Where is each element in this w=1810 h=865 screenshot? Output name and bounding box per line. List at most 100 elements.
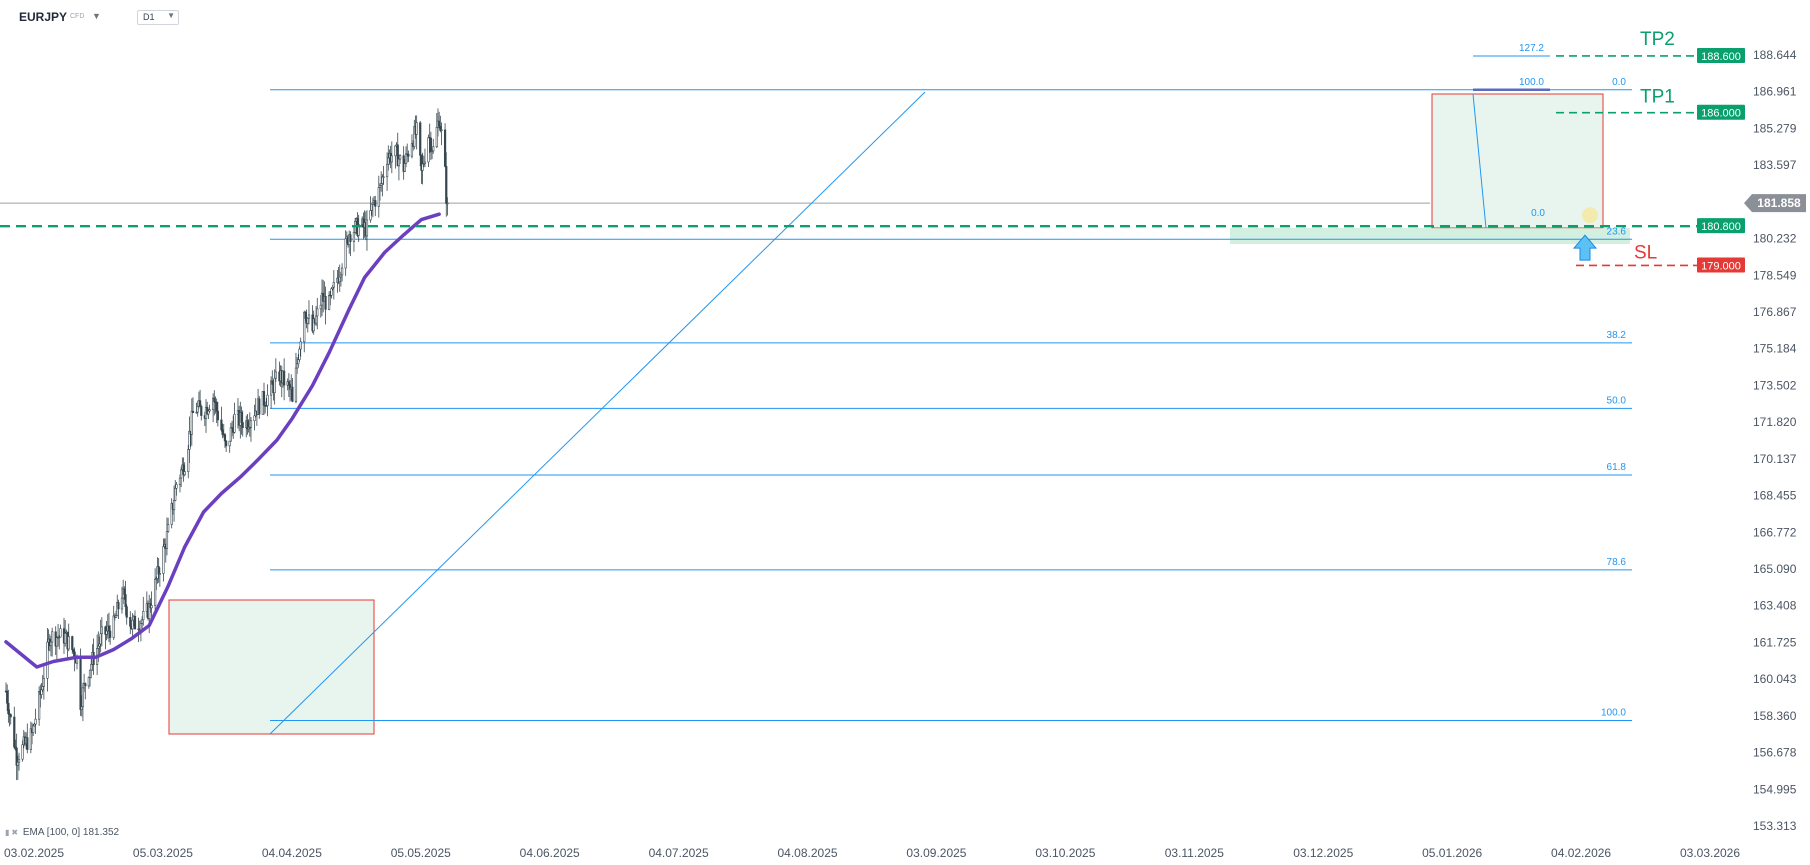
candlestick-series: [4, 108, 449, 781]
candle-body: [100, 626, 103, 635]
candle-body: [207, 410, 210, 415]
candle-body: [287, 381, 290, 385]
timeframe-select[interactable]: D1 ▼: [137, 10, 179, 25]
indicator-legend[interactable]: ▮ ✖ EMA [100, 0] 181.352: [5, 827, 119, 838]
take-profit-1-price-tag-text: 186.000: [1701, 108, 1741, 120]
y-tick-label: 158.360: [1753, 709, 1797, 723]
candle-body: [165, 531, 169, 549]
candle-body: [374, 200, 377, 207]
close-icon[interactable]: ✖: [11, 828, 19, 837]
eye-icon[interactable]: ▮: [5, 828, 10, 837]
candle-body: [84, 683, 87, 687]
candle-body: [215, 402, 218, 412]
candle-body: [225, 440, 228, 447]
candle-body: [198, 400, 202, 407]
fib-level-label: 38.2: [1607, 330, 1627, 341]
candle-body: [307, 314, 311, 319]
candle-body: [387, 157, 390, 165]
candle-body: [172, 500, 176, 510]
candle-body: [64, 632, 67, 644]
fib-trend-line: [1472, 93, 1487, 229]
y-tick-label: 154.995: [1753, 782, 1797, 796]
candle-body: [187, 449, 190, 472]
candle-body: [404, 153, 408, 164]
candle-body: [378, 185, 382, 188]
trade-levels[interactable]: TP2 TP1 SL 188.600 186.000 180.800 179.000: [0, 29, 1745, 273]
y-tick-label: 166.772: [1753, 525, 1797, 539]
candle-body: [370, 203, 373, 211]
caret-down-icon: ▼: [167, 11, 175, 20]
x-tick-label: 04.07.2025: [649, 846, 709, 860]
candle-body: [7, 702, 10, 715]
candle-body: [352, 231, 356, 242]
candle-body: [158, 573, 161, 575]
candle-body: [415, 122, 418, 135]
x-tick-label: 05.01.2026: [1422, 846, 1482, 860]
candle-body: [297, 359, 300, 365]
take-profit-2-price-tag-text: 188.600: [1701, 51, 1741, 63]
take-profit-2-price-tag: [1697, 47, 1745, 63]
y-tick-label: 178.549: [1753, 268, 1797, 282]
long-entry-arrow-icon: [1572, 234, 1598, 261]
candle-body: [324, 296, 327, 310]
candle-body: [58, 636, 61, 639]
timeframe-value: D1: [143, 12, 155, 22]
candle-body: [303, 311, 306, 343]
candle-body: [273, 377, 276, 394]
consolidation-zone-rectangle: [168, 599, 375, 735]
fib-level-label: 78.6: [1607, 557, 1627, 568]
candle-body: [341, 267, 344, 276]
candle-body: [183, 471, 186, 476]
candle-body: [99, 633, 102, 645]
candle-body: [49, 641, 53, 647]
fibonacci-retracement[interactable]: 0.0 23.6 38.2 50.0 61.8 78.6 100.0 100.0 0.0 127.…: [269, 43, 1632, 735]
candle-body: [98, 643, 101, 647]
x-axis[interactable]: 03.02.2025 05.03.2025 04.04.2025 05.05.2025…: [4, 846, 1740, 860]
symbol-name[interactable]: EURJPY: [19, 10, 68, 24]
fib-level-label: 61.8: [1607, 462, 1627, 473]
candle-body: [258, 398, 261, 415]
candle-body: [262, 391, 266, 406]
stop-loss-label: SL: [1634, 242, 1657, 263]
candle-body: [332, 282, 335, 288]
candle-body: [316, 308, 319, 317]
candle-body: [200, 406, 203, 416]
y-tick-label: 185.279: [1753, 121, 1797, 135]
candle-body: [41, 686, 44, 691]
x-tick-label: 03.03.2026: [1680, 846, 1740, 860]
y-axis[interactable]: 188.644 186.961 185.279 183.597 180.232 178.5…: [1744, 48, 1806, 833]
candle-body: [51, 631, 54, 643]
candle-body: [432, 146, 435, 152]
y-tick-label: 186.961: [1753, 85, 1797, 99]
candle-body: [88, 669, 92, 678]
y-tick-label: 176.867: [1753, 305, 1797, 319]
x-tick-label: 03.09.2025: [906, 846, 966, 860]
candle-body: [72, 649, 75, 653]
candle-body: [446, 202, 449, 205]
x-tick-label: 03.02.2025: [4, 846, 64, 860]
y-tick-label: 165.090: [1753, 562, 1797, 576]
candle-body: [180, 469, 183, 479]
candle-body: [445, 166, 448, 204]
candle-body: [298, 348, 301, 360]
candle-body: [220, 419, 223, 431]
candle-body: [71, 636, 74, 650]
candle-body: [17, 758, 21, 763]
caret-down-icon[interactable]: ▼: [92, 11, 101, 21]
candle-body: [133, 616, 137, 630]
fib-level-label: 50.0: [1607, 395, 1627, 406]
x-tick-label: 04.04.2025: [262, 846, 322, 860]
fib-level-label: 23.6: [1607, 226, 1627, 237]
candle-body: [117, 602, 120, 610]
y-tick-label: 183.597: [1753, 158, 1797, 172]
x-tick-label: 04.08.2025: [778, 846, 838, 860]
rectangle-zones: [168, 93, 1630, 735]
candle-body: [330, 288, 333, 296]
candle-body: [385, 163, 389, 178]
candle-body: [403, 163, 406, 172]
candle-body: [327, 294, 331, 310]
candle-body: [175, 484, 178, 489]
candle-body: [314, 315, 318, 324]
candle-body: [131, 619, 134, 630]
